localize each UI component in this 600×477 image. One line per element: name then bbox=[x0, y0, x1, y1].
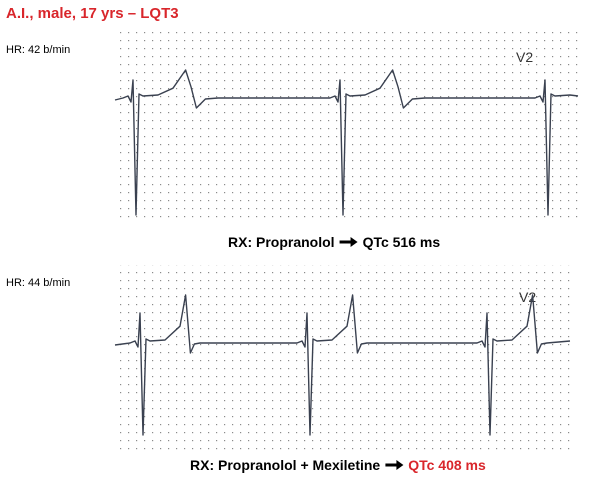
heart-rate: HR: 42 b/min bbox=[6, 44, 70, 56]
arrow-icon bbox=[385, 460, 404, 470]
arrow-icon bbox=[339, 237, 358, 247]
heart-rate: HR: 44 b/min bbox=[6, 277, 70, 289]
ecg-trace bbox=[114, 294, 571, 436]
figure-title: A.I., male, 17 yrs – LQT3 bbox=[6, 5, 179, 22]
ecg-grid bbox=[115, 30, 578, 222]
ecg-grid bbox=[115, 265, 570, 452]
lead-label: V2 bbox=[516, 49, 533, 65]
ecg-trace bbox=[114, 69, 579, 216]
therapy-caption: RX: Propranolol + Mexiletine QTc 408 ms bbox=[190, 457, 486, 473]
therapy-caption: RX: Propranolol QTc 516 ms bbox=[228, 234, 440, 250]
